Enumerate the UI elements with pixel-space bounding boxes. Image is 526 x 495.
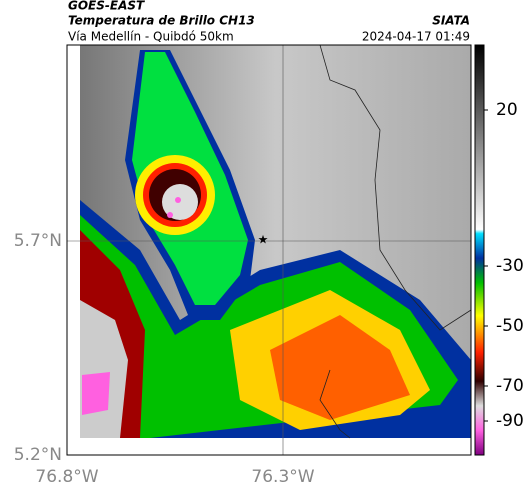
lon-labels: 76.8°W 76.3°W — [35, 467, 314, 487]
source: SIATA — [432, 14, 470, 28]
lat-label: 5.2°N — [14, 445, 62, 465]
title: GOES-EAST — [68, 0, 145, 13]
region: Vía Medellín - Quibdó 50km — [68, 30, 234, 44]
colorbar-tick-label: -50 — [496, 316, 524, 336]
colorbar-tick-label: 20 — [496, 100, 518, 120]
colorbar — [474, 44, 485, 456]
datetime: 2024-04-17 01:49 — [362, 30, 470, 44]
lon-label: 76.8°W — [35, 467, 98, 487]
colorbar-tick-label: -30 — [496, 256, 524, 276]
lon-label: 76.3°W — [251, 467, 314, 487]
subtitle: Temperatura de Brillo CH13 — [68, 14, 255, 28]
location-marker: ★ — [258, 233, 269, 247]
lat-label: 5.7°N — [14, 231, 62, 251]
colorbar-tick-label: -90 — [496, 411, 524, 431]
colorbar-ticks: 20 -30 -50 -70 -90 — [484, 100, 524, 431]
map — [66, 44, 472, 456]
colorbar-tick-label: -70 — [496, 376, 524, 396]
lat-labels: 5.7°N 5.2°N — [14, 231, 62, 465]
